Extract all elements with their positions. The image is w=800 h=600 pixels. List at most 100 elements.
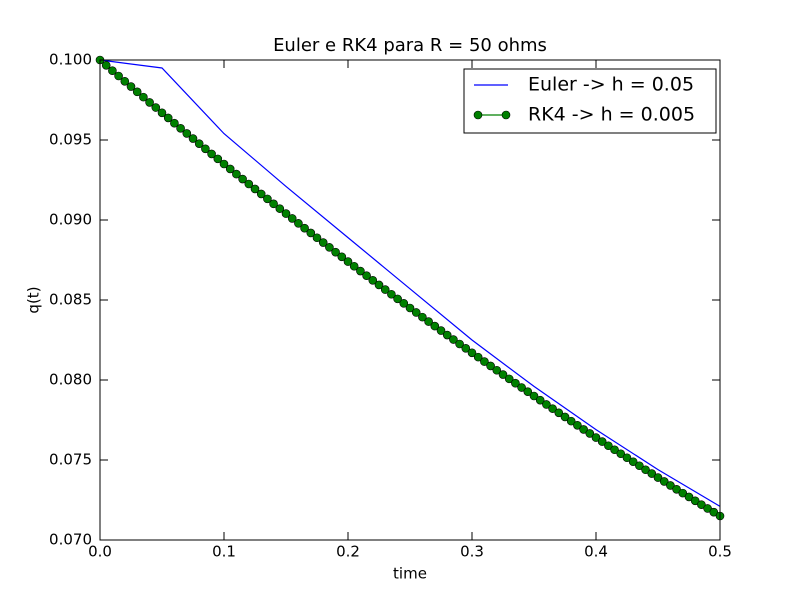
marker [566,416,576,426]
marker [318,238,328,247]
marker [325,243,334,252]
marker [585,429,595,438]
plot-frame [99,59,721,541]
marker [697,500,706,509]
marker [628,457,638,467]
marker [455,339,464,349]
marker [411,308,421,317]
marker [430,321,440,331]
marker [244,179,254,189]
marker [300,223,309,233]
marker [163,113,173,123]
marker [511,378,520,388]
x-tick-label: 0.3 [460,543,484,561]
marker [331,247,340,257]
marker [306,228,316,238]
x-tick-label: 0.2 [336,543,360,561]
x-tick-label: 0.4 [584,543,608,561]
marker [709,507,719,517]
marker [108,66,117,76]
marker [132,87,142,97]
marker [337,252,347,262]
marker [139,92,148,102]
marker [201,144,210,154]
marker [591,433,601,442]
legend-box [463,68,717,134]
marker [666,481,675,490]
y-tick-label: 0.095 [49,131,92,149]
marker [535,395,545,405]
marker [250,184,260,194]
marker [294,219,303,228]
y-tick-label: 0.075 [49,451,92,469]
marker [263,194,272,204]
y-tick-label: 0.070 [49,531,92,549]
marker [213,154,223,164]
marker [480,357,489,366]
marker [287,214,297,223]
marker [368,276,378,285]
marker [114,71,123,81]
marker [418,312,427,322]
marker [374,280,384,290]
marker [486,361,495,371]
marker [498,370,508,379]
marker [604,441,613,451]
marker [256,189,266,199]
marker [542,400,551,409]
marker [597,437,607,446]
x-axis-label: time [393,565,427,583]
x-tick-label: 0.5 [708,543,732,561]
y-tick-label: 0.080 [49,371,92,389]
marker [356,266,365,276]
marker [182,129,192,138]
marker [194,139,204,148]
y-tick-label: 0.100 [49,51,92,69]
marker [573,420,582,430]
marker [176,124,185,133]
marker [157,108,167,118]
marker [120,76,130,86]
y-axis-label: q(t) [25,286,43,313]
marker [690,496,700,506]
marker [672,484,681,494]
marker [517,383,526,392]
marker [188,134,198,143]
marker [529,391,539,401]
marker [523,387,533,396]
marker [548,404,557,413]
marker [281,209,291,218]
legend-marker [501,110,511,120]
marker [145,98,154,107]
marker [647,469,657,478]
marker [616,449,626,459]
marker [225,164,235,174]
marker [269,199,278,209]
marker [635,461,644,471]
marker [349,261,359,271]
marker [467,348,477,358]
marker [312,233,322,243]
marker [442,330,452,340]
marker [436,326,446,335]
marker [126,82,136,91]
marker [238,174,247,184]
y-tick-label: 0.085 [49,291,92,309]
chart-title: Euler e RK4 para R = 50 ohms [273,35,547,56]
marker [579,425,588,434]
marker [424,317,433,326]
marker [393,294,402,304]
marker [151,103,161,112]
marker [659,477,669,486]
marker [362,271,371,280]
marker [232,169,241,179]
marker [399,299,409,308]
y-tick-label: 0.090 [49,211,92,229]
marker [653,473,663,482]
legend-marker [473,110,483,120]
marker [405,303,415,313]
legend-label: Euler -> h = 0.05 [528,74,694,96]
marker [461,344,471,353]
marker [387,289,396,299]
